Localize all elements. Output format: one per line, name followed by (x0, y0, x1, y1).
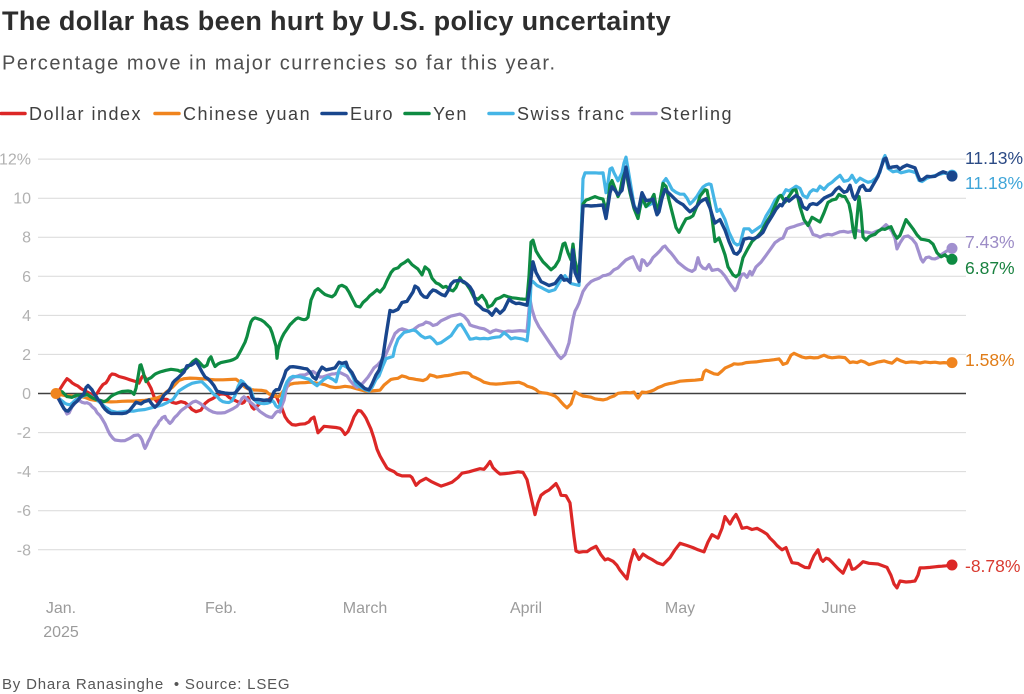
svg-text:Jan.: Jan. (46, 600, 76, 617)
svg-text:-4: -4 (17, 464, 31, 481)
svg-text:-2: -2 (17, 425, 31, 442)
svg-text:11.18%: 11.18% (965, 173, 1023, 193)
svg-text:12%: 12% (0, 152, 31, 169)
svg-text:6.87%: 6.87% (965, 258, 1015, 278)
svg-text:April: April (510, 600, 542, 617)
svg-text:-8: -8 (17, 542, 31, 559)
svg-text:-8.78%: -8.78% (965, 556, 1020, 576)
svg-text:May: May (665, 600, 695, 617)
svg-text:Percentage move in major curre: Percentage move in major currencies so f… (2, 53, 557, 75)
svg-text:6: 6 (22, 269, 31, 286)
svg-text:2025: 2025 (43, 624, 79, 641)
svg-text:4: 4 (22, 308, 31, 325)
svg-text:Sterling: Sterling (660, 104, 733, 124)
svg-text:1.58%: 1.58% (965, 350, 1015, 370)
svg-text:June: June (822, 600, 857, 617)
svg-text:Dollar index: Dollar index (29, 104, 142, 124)
svg-text:8: 8 (22, 230, 31, 247)
svg-text:0: 0 (22, 386, 31, 403)
svg-text:Swiss franc: Swiss franc (517, 104, 626, 124)
svg-text:2: 2 (22, 347, 31, 364)
svg-text:10: 10 (13, 191, 31, 208)
svg-text:-6: -6 (17, 503, 31, 520)
svg-text:The dollar has been hurt by U.: The dollar has been hurt by U.S. policy … (2, 6, 671, 36)
svg-text:By Dhara Ranasinghe • Source:: By Dhara Ranasinghe • Source: LSEG (2, 676, 290, 693)
svg-text:7.43%: 7.43% (965, 232, 1015, 252)
svg-text:11.13%: 11.13% (965, 148, 1023, 168)
svg-text:Chinese yuan: Chinese yuan (183, 104, 311, 124)
svg-text:Yen: Yen (433, 104, 468, 124)
svg-text:Feb.: Feb. (205, 600, 237, 617)
svg-text:Euro: Euro (350, 104, 394, 124)
svg-text:March: March (343, 600, 387, 617)
